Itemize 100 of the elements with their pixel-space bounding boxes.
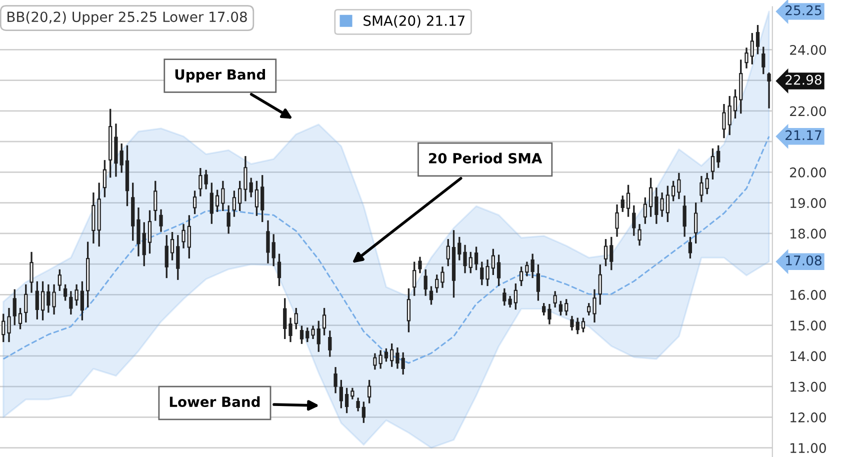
candlestick <box>334 367 338 394</box>
candlestick <box>626 184 630 217</box>
candlestick <box>170 232 174 260</box>
candlestick <box>508 296 512 308</box>
candlestick <box>458 236 462 260</box>
annotation: 20 Period SMA <box>429 152 542 164</box>
candlestick <box>12 289 16 326</box>
candlestick <box>716 145 720 168</box>
candlestick <box>120 144 124 173</box>
text: 25.25 <box>786 5 822 16</box>
candlestick <box>418 256 422 274</box>
candlestick <box>722 104 726 138</box>
candlestick <box>514 283 518 310</box>
candlestick <box>700 176 704 202</box>
candlestick <box>671 180 676 202</box>
y-tick-label: 18.00 <box>790 228 826 239</box>
candlestick <box>519 266 524 286</box>
candlestick <box>401 352 405 375</box>
candlestick <box>682 196 686 237</box>
candlestick <box>767 72 771 108</box>
annotation: Upper Band <box>175 69 265 82</box>
candlestick <box>63 284 68 301</box>
candlestick <box>2 314 6 342</box>
candlestick <box>30 252 34 293</box>
candlestick <box>536 264 540 301</box>
y-tick-label: 24.00 <box>790 44 826 55</box>
candlestick <box>18 308 22 330</box>
candlestick <box>710 148 715 180</box>
candlestick <box>558 300 563 316</box>
candlestick <box>564 299 568 316</box>
candlestick <box>440 266 444 288</box>
candlestick <box>587 303 591 316</box>
candlestick <box>198 168 202 196</box>
candlestick <box>496 254 501 286</box>
candlestick <box>688 236 692 258</box>
y-tick-label: 13.00 <box>790 382 826 392</box>
candlestick <box>744 48 748 68</box>
candlestick <box>502 288 506 306</box>
candlestick <box>592 289 596 322</box>
candlestick <box>468 252 472 274</box>
candlestick <box>677 172 681 200</box>
candlestick <box>344 388 349 414</box>
line-series <box>2 136 770 364</box>
y-tick-label: 16.00 <box>790 290 826 300</box>
candlestick <box>666 186 670 222</box>
candlestick <box>322 308 326 336</box>
candlestick <box>204 170 208 190</box>
candlestick <box>192 190 197 214</box>
candlestick <box>182 224 186 248</box>
candlestick <box>232 190 236 217</box>
candlestick <box>102 160 107 198</box>
candlestick <box>762 46 766 74</box>
candlestick <box>311 326 315 340</box>
annotation: BB(20,2) Upper 25.25 Lower 17.08 <box>8 11 247 25</box>
candlestick <box>604 239 608 266</box>
candlestick <box>648 178 653 217</box>
candlestick <box>187 215 191 258</box>
candlestick <box>446 239 450 266</box>
candlestick <box>694 202 698 244</box>
candlestick <box>80 281 84 320</box>
candlestick <box>266 220 270 264</box>
candlestick <box>154 180 158 221</box>
candlestick <box>288 318 292 342</box>
candlestick <box>463 244 467 274</box>
candlestick <box>221 180 225 212</box>
candlestick <box>159 209 163 232</box>
candlestick <box>570 316 574 330</box>
candlestick <box>542 303 546 316</box>
candlestick <box>406 288 411 332</box>
candlestick <box>553 291 557 308</box>
candlestick <box>615 204 619 237</box>
candlestick <box>7 308 11 342</box>
candlestick <box>486 260 490 286</box>
candlestick <box>226 205 230 234</box>
candlestick <box>46 284 50 313</box>
legend-label: SMA(20) 21.17 <box>364 15 464 28</box>
candlestick <box>581 318 586 332</box>
candlestick <box>260 175 264 222</box>
candlestick <box>632 205 636 236</box>
candlestick <box>638 224 642 246</box>
candlestick <box>396 347 400 369</box>
candlestick <box>610 236 614 270</box>
candlestick <box>362 402 366 423</box>
text: 17.08 <box>786 255 822 266</box>
y-tick-label: 14.00 <box>790 351 826 362</box>
candlestick <box>474 246 478 270</box>
candlestick <box>58 269 62 291</box>
y-tick-label: 15.00 <box>790 320 826 331</box>
candlestick <box>339 380 343 408</box>
text: 22.98 <box>786 74 822 85</box>
candlestick <box>277 254 282 286</box>
candlestick <box>660 192 664 217</box>
candlestick <box>643 197 647 224</box>
candlestick <box>367 380 372 404</box>
candlestick <box>283 298 287 340</box>
candlestick <box>210 182 214 224</box>
candlestick <box>429 286 434 305</box>
candlestick <box>316 320 320 352</box>
candlestick <box>306 328 310 342</box>
candlestick <box>350 388 354 400</box>
